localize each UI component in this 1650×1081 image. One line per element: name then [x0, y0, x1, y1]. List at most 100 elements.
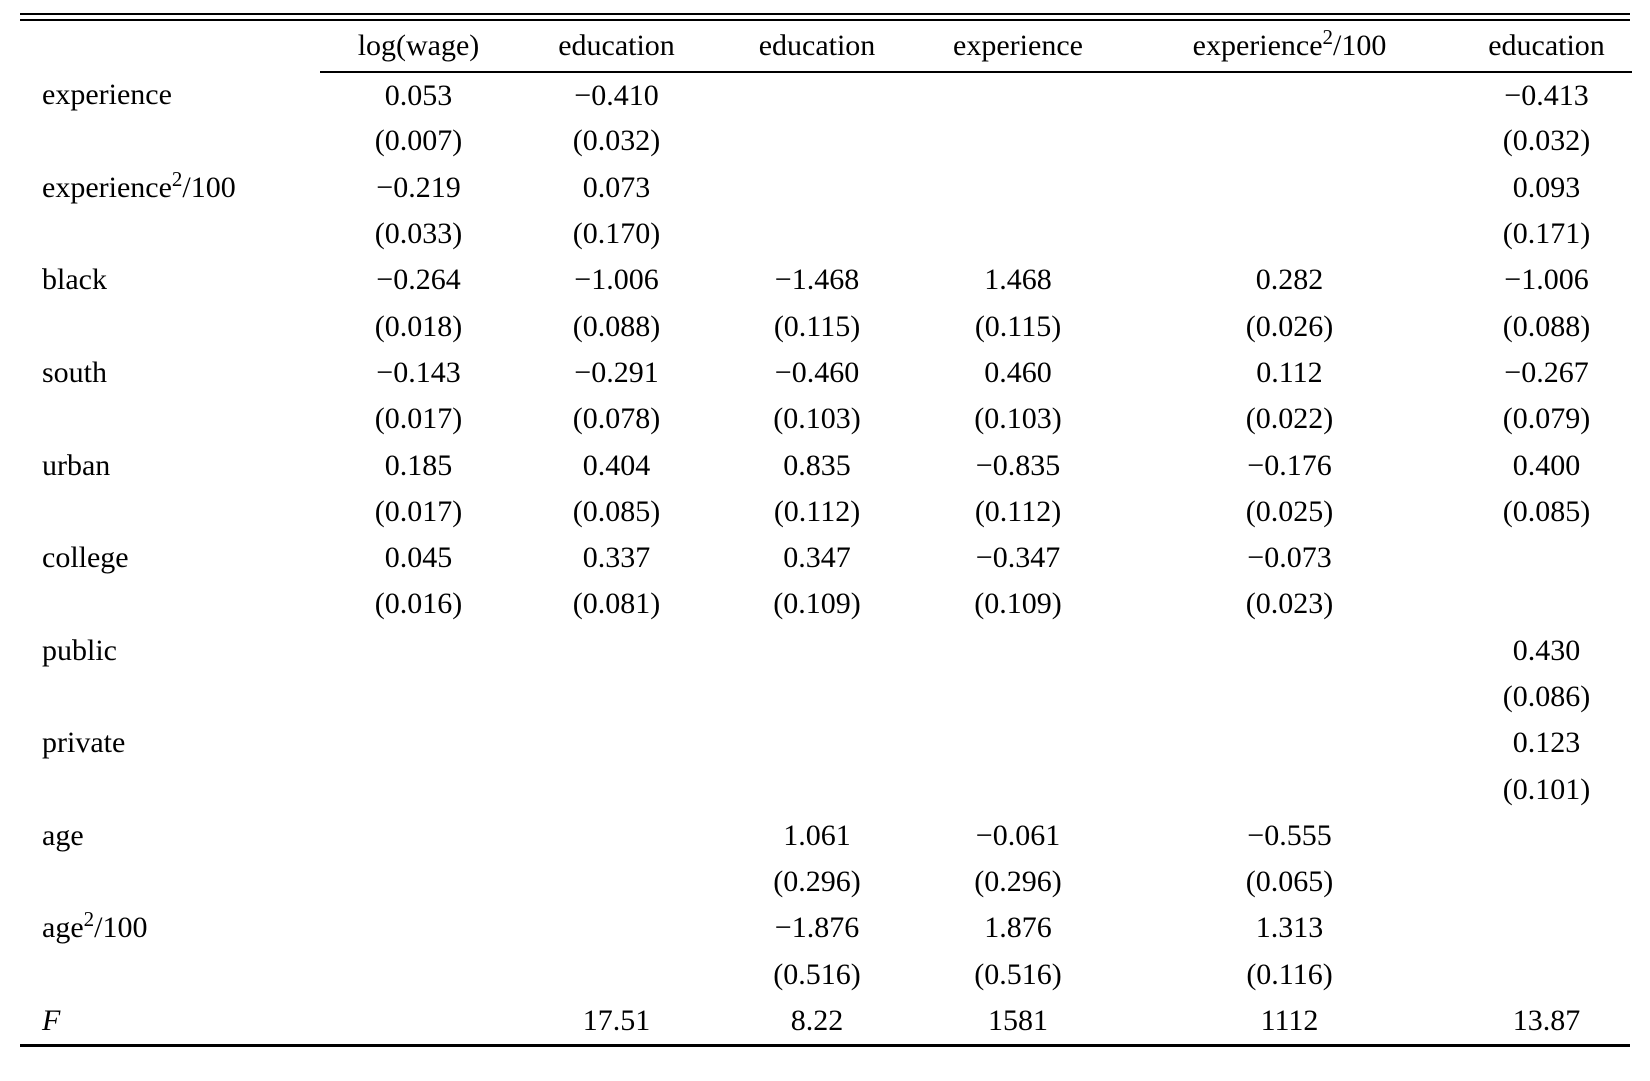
std-error-row-value: (0.109)	[773, 587, 861, 621]
row-label	[20, 581, 320, 627]
coefficient-row-value	[1118, 720, 1461, 766]
std-error-row-value: (0.516)	[773, 957, 861, 991]
std-error-row-value	[918, 211, 1118, 257]
coefficient-row-value: 0.400	[1512, 448, 1581, 482]
row-label: private	[42, 726, 126, 760]
std-error-row-value: (0.022)	[1245, 402, 1334, 436]
std-error-row-value: (0.115)	[773, 309, 861, 343]
coefficient-row-value	[716, 720, 918, 766]
coefficient-row-value: −0.347	[975, 541, 1061, 575]
std-error-row-value	[1118, 766, 1461, 812]
row-label	[20, 118, 320, 164]
coefficient-row-value	[517, 628, 716, 674]
row-label	[20, 952, 320, 998]
table-top-double-rule	[20, 13, 1630, 21]
std-error-row-value: (0.017)	[374, 402, 463, 436]
std-error-row-value	[517, 859, 716, 905]
std-error-row-value: (0.101)	[1502, 772, 1591, 806]
coefficient-row-value: 1.468	[984, 263, 1052, 297]
std-error-row-value	[1118, 118, 1461, 164]
std-error-row: (0.033) (0.170) (0.171)	[20, 211, 1632, 257]
coefficient-row-value: −0.073	[1247, 541, 1332, 575]
coefficient-row-value: −0.264	[376, 263, 461, 297]
coefficient-row-value	[320, 720, 517, 766]
coefficient-row-value: 0.282	[1255, 263, 1324, 297]
regression-results-table: log(wage) education education experience exp…	[20, 21, 1632, 1044]
std-error-row-value	[716, 118, 918, 164]
coefficient-row-value: −1.876	[774, 911, 860, 945]
f-statistic-row-value: 8.22	[790, 1004, 844, 1038]
coefficient-row-value: −0.143	[376, 355, 461, 389]
row-label: age	[42, 818, 84, 852]
std-error-row-value: (0.079)	[1502, 402, 1591, 436]
std-error-row-value: (0.296)	[974, 865, 1062, 899]
coefficient-row-value: 0.460	[984, 355, 1052, 389]
coefficient-row-value	[1118, 628, 1461, 674]
std-error-row-value	[320, 952, 517, 998]
coefficient-row-value: 0.053	[384, 78, 453, 112]
std-error-row-value	[918, 766, 1118, 812]
coefficient-row-value: −0.460	[774, 355, 860, 389]
f-statistic-row-value: 1112	[1260, 1004, 1319, 1038]
coefficient-row-value: 0.093	[1512, 170, 1581, 204]
column-header: experience	[918, 21, 1118, 73]
std-error-row-value	[1118, 674, 1461, 720]
coefficient-row-value: −0.291	[574, 355, 659, 389]
std-error-row-value	[1461, 859, 1632, 905]
f-statistic-row-value	[320, 998, 517, 1044]
std-error-row-value	[1461, 581, 1632, 627]
std-error-row: (0.017) (0.078) (0.103) (0.103) (0.022) (0.07…	[20, 396, 1632, 442]
std-error-row-value	[320, 859, 517, 905]
std-error-row-value: (0.016)	[374, 587, 463, 621]
std-error-row-value: (0.078)	[572, 402, 661, 436]
coefficient-row-value: 1.313	[1255, 911, 1324, 945]
std-error-row-value: (0.065)	[1245, 865, 1334, 899]
std-error-row-value: (0.018)	[374, 309, 463, 343]
column-header: education	[1461, 21, 1632, 73]
column-header: log(wage)	[320, 21, 517, 73]
std-error-row-value: (0.112)	[974, 494, 1062, 528]
coefficient-row-value: 0.430	[1512, 633, 1581, 667]
std-error-row-value: (0.085)	[572, 494, 661, 528]
row-label: F	[42, 1004, 61, 1038]
row-label: black	[42, 263, 107, 297]
coefficient-row: black −0.264 −1.006 −1.468 1.468 0.282 −1.006	[20, 257, 1632, 303]
coefficient-row-value	[320, 813, 517, 859]
coefficient-row-value: 0.112	[1256, 355, 1323, 389]
std-error-row-value	[1118, 211, 1461, 257]
coefficient-row-value: 0.185	[384, 448, 453, 482]
coefficient-row-value: 1.876	[984, 911, 1052, 945]
std-error-row-value: (0.032)	[572, 124, 661, 158]
std-error-row-value: (0.026)	[1245, 309, 1334, 343]
std-error-row: (0.017) (0.085) (0.112) (0.112) (0.025) (0.08…	[20, 489, 1632, 535]
std-error-row: (0.296) (0.296) (0.065)	[20, 859, 1632, 905]
std-error-row-value	[517, 952, 716, 998]
coefficient-row-value	[320, 628, 517, 674]
coefficient-row: public 0.430	[20, 628, 1632, 674]
std-error-row-value: (0.170)	[572, 217, 661, 251]
std-error-row: (0.086)	[20, 674, 1632, 720]
coefficient-row-value: 0.337	[582, 541, 651, 575]
std-error-row: (0.016) (0.081) (0.109) (0.109) (0.023)	[20, 581, 1632, 627]
std-error-row-value	[1461, 952, 1632, 998]
coefficient-row-value: −0.176	[1247, 448, 1332, 482]
coefficient-row-value	[918, 628, 1118, 674]
row-label: public	[42, 633, 117, 667]
column-header: experience2/100	[1118, 21, 1461, 73]
std-error-row-value: (0.023)	[1245, 587, 1334, 621]
std-error-row-value	[716, 766, 918, 812]
std-error-row-value: (0.017)	[374, 494, 463, 528]
std-error-row-value: (0.109)	[974, 587, 1062, 621]
row-label	[20, 396, 320, 442]
column-header: education	[716, 21, 918, 73]
coefficient-row: private 0.123	[20, 720, 1632, 766]
coefficient-row: experience 0.053 −0.410 −0.413	[20, 72, 1632, 118]
coefficient-row-value: −1.006	[574, 263, 659, 297]
coefficient-row-value	[517, 813, 716, 859]
row-label: urban	[42, 448, 111, 482]
std-error-row-value	[918, 674, 1118, 720]
std-error-row-value	[716, 211, 918, 257]
coefficient-row-value: −0.410	[574, 78, 659, 112]
std-error-row-value: (0.103)	[974, 402, 1062, 436]
coefficient-row-value	[1461, 905, 1632, 951]
